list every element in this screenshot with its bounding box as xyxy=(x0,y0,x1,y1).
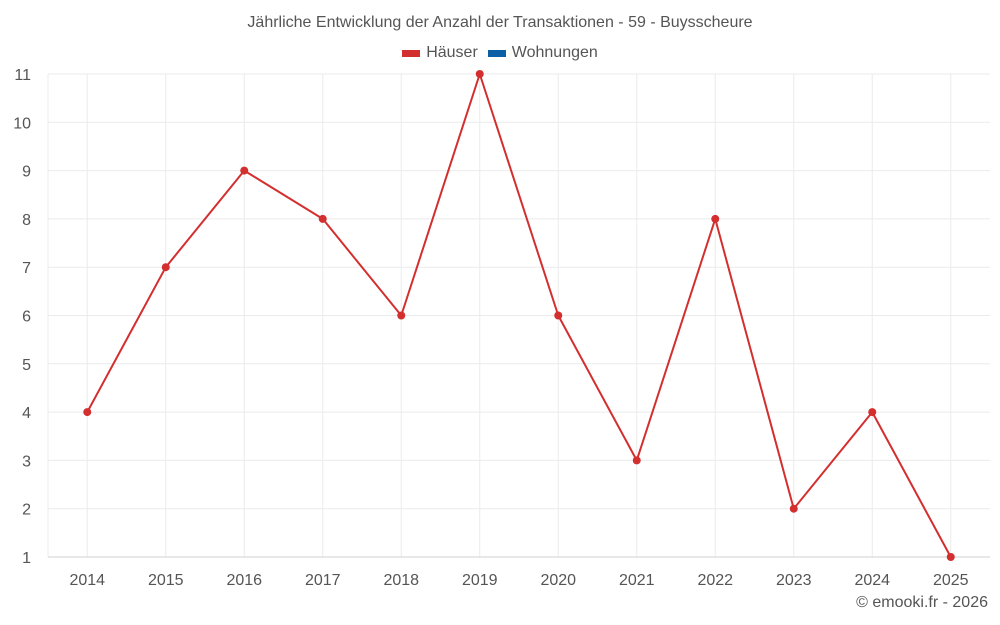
y-tick-label: 8 xyxy=(22,212,31,229)
x-tick-label: 2024 xyxy=(854,572,890,589)
data-point[interactable] xyxy=(83,408,92,417)
y-tick-label: 9 xyxy=(22,164,31,181)
y-tick-label: 4 xyxy=(22,405,31,422)
data-point[interactable] xyxy=(789,504,798,513)
grid xyxy=(48,73,990,558)
x-tick-label: 2016 xyxy=(226,572,262,589)
y-tick-label: 1 xyxy=(22,550,31,567)
x-tick-label: 2017 xyxy=(305,572,341,589)
data-point[interactable] xyxy=(161,263,170,272)
y-tick-label: 11 xyxy=(14,67,31,84)
x-tick-label: 2022 xyxy=(697,572,733,589)
data-point[interactable] xyxy=(711,214,720,223)
credit-text: © emooki.fr - 2026 xyxy=(856,594,988,611)
y-tick-label: 3 xyxy=(22,453,31,470)
axes: 1 2 3 4 5 6 7 8 9 10 11 2014 2015 2016 2017 2018 2019 202… xyxy=(13,67,990,589)
legend-label-haeuser: Häuser xyxy=(426,44,478,61)
legend-item-wohnungen[interactable]: Wohnungen xyxy=(487,44,598,62)
data-point[interactable] xyxy=(318,214,327,223)
series-layer xyxy=(83,70,955,561)
y-tick-label: 10 xyxy=(13,115,31,132)
legend-swatch-wohnungen xyxy=(487,49,506,57)
data-point[interactable] xyxy=(868,408,877,417)
x-tick-label: 2021 xyxy=(619,572,655,589)
data-point[interactable] xyxy=(946,553,955,561)
x-tick-label: 2025 xyxy=(933,572,969,589)
legend-item-haeuser[interactable]: Häuser xyxy=(402,44,478,62)
data-point[interactable] xyxy=(632,456,641,465)
legend-label-wohnungen: Wohnungen xyxy=(511,44,598,61)
y-tick-label: 2 xyxy=(22,502,31,519)
series-line-haeuser xyxy=(86,73,952,558)
x-tick-label: 2023 xyxy=(776,572,812,589)
legend: Häuser Wohnungen xyxy=(0,44,1000,62)
y-tick-label: 5 xyxy=(22,357,31,374)
x-tick-label: 2020 xyxy=(540,572,576,589)
data-point[interactable] xyxy=(397,311,406,320)
x-tick-label: 2019 xyxy=(462,572,498,589)
legend-swatch-haeuser xyxy=(402,49,421,57)
y-tick-label: 7 xyxy=(22,260,31,277)
chart-title: Jährliche Entwicklung der Anzahl der Tra… xyxy=(247,14,753,31)
data-point[interactable] xyxy=(240,166,249,175)
x-tick-label: 2015 xyxy=(148,572,184,589)
data-point[interactable] xyxy=(475,70,484,78)
x-tick-label: 2018 xyxy=(383,572,419,589)
data-point[interactable] xyxy=(554,311,563,320)
y-tick-label: 6 xyxy=(22,309,31,326)
x-tick-label: 2014 xyxy=(69,572,105,589)
